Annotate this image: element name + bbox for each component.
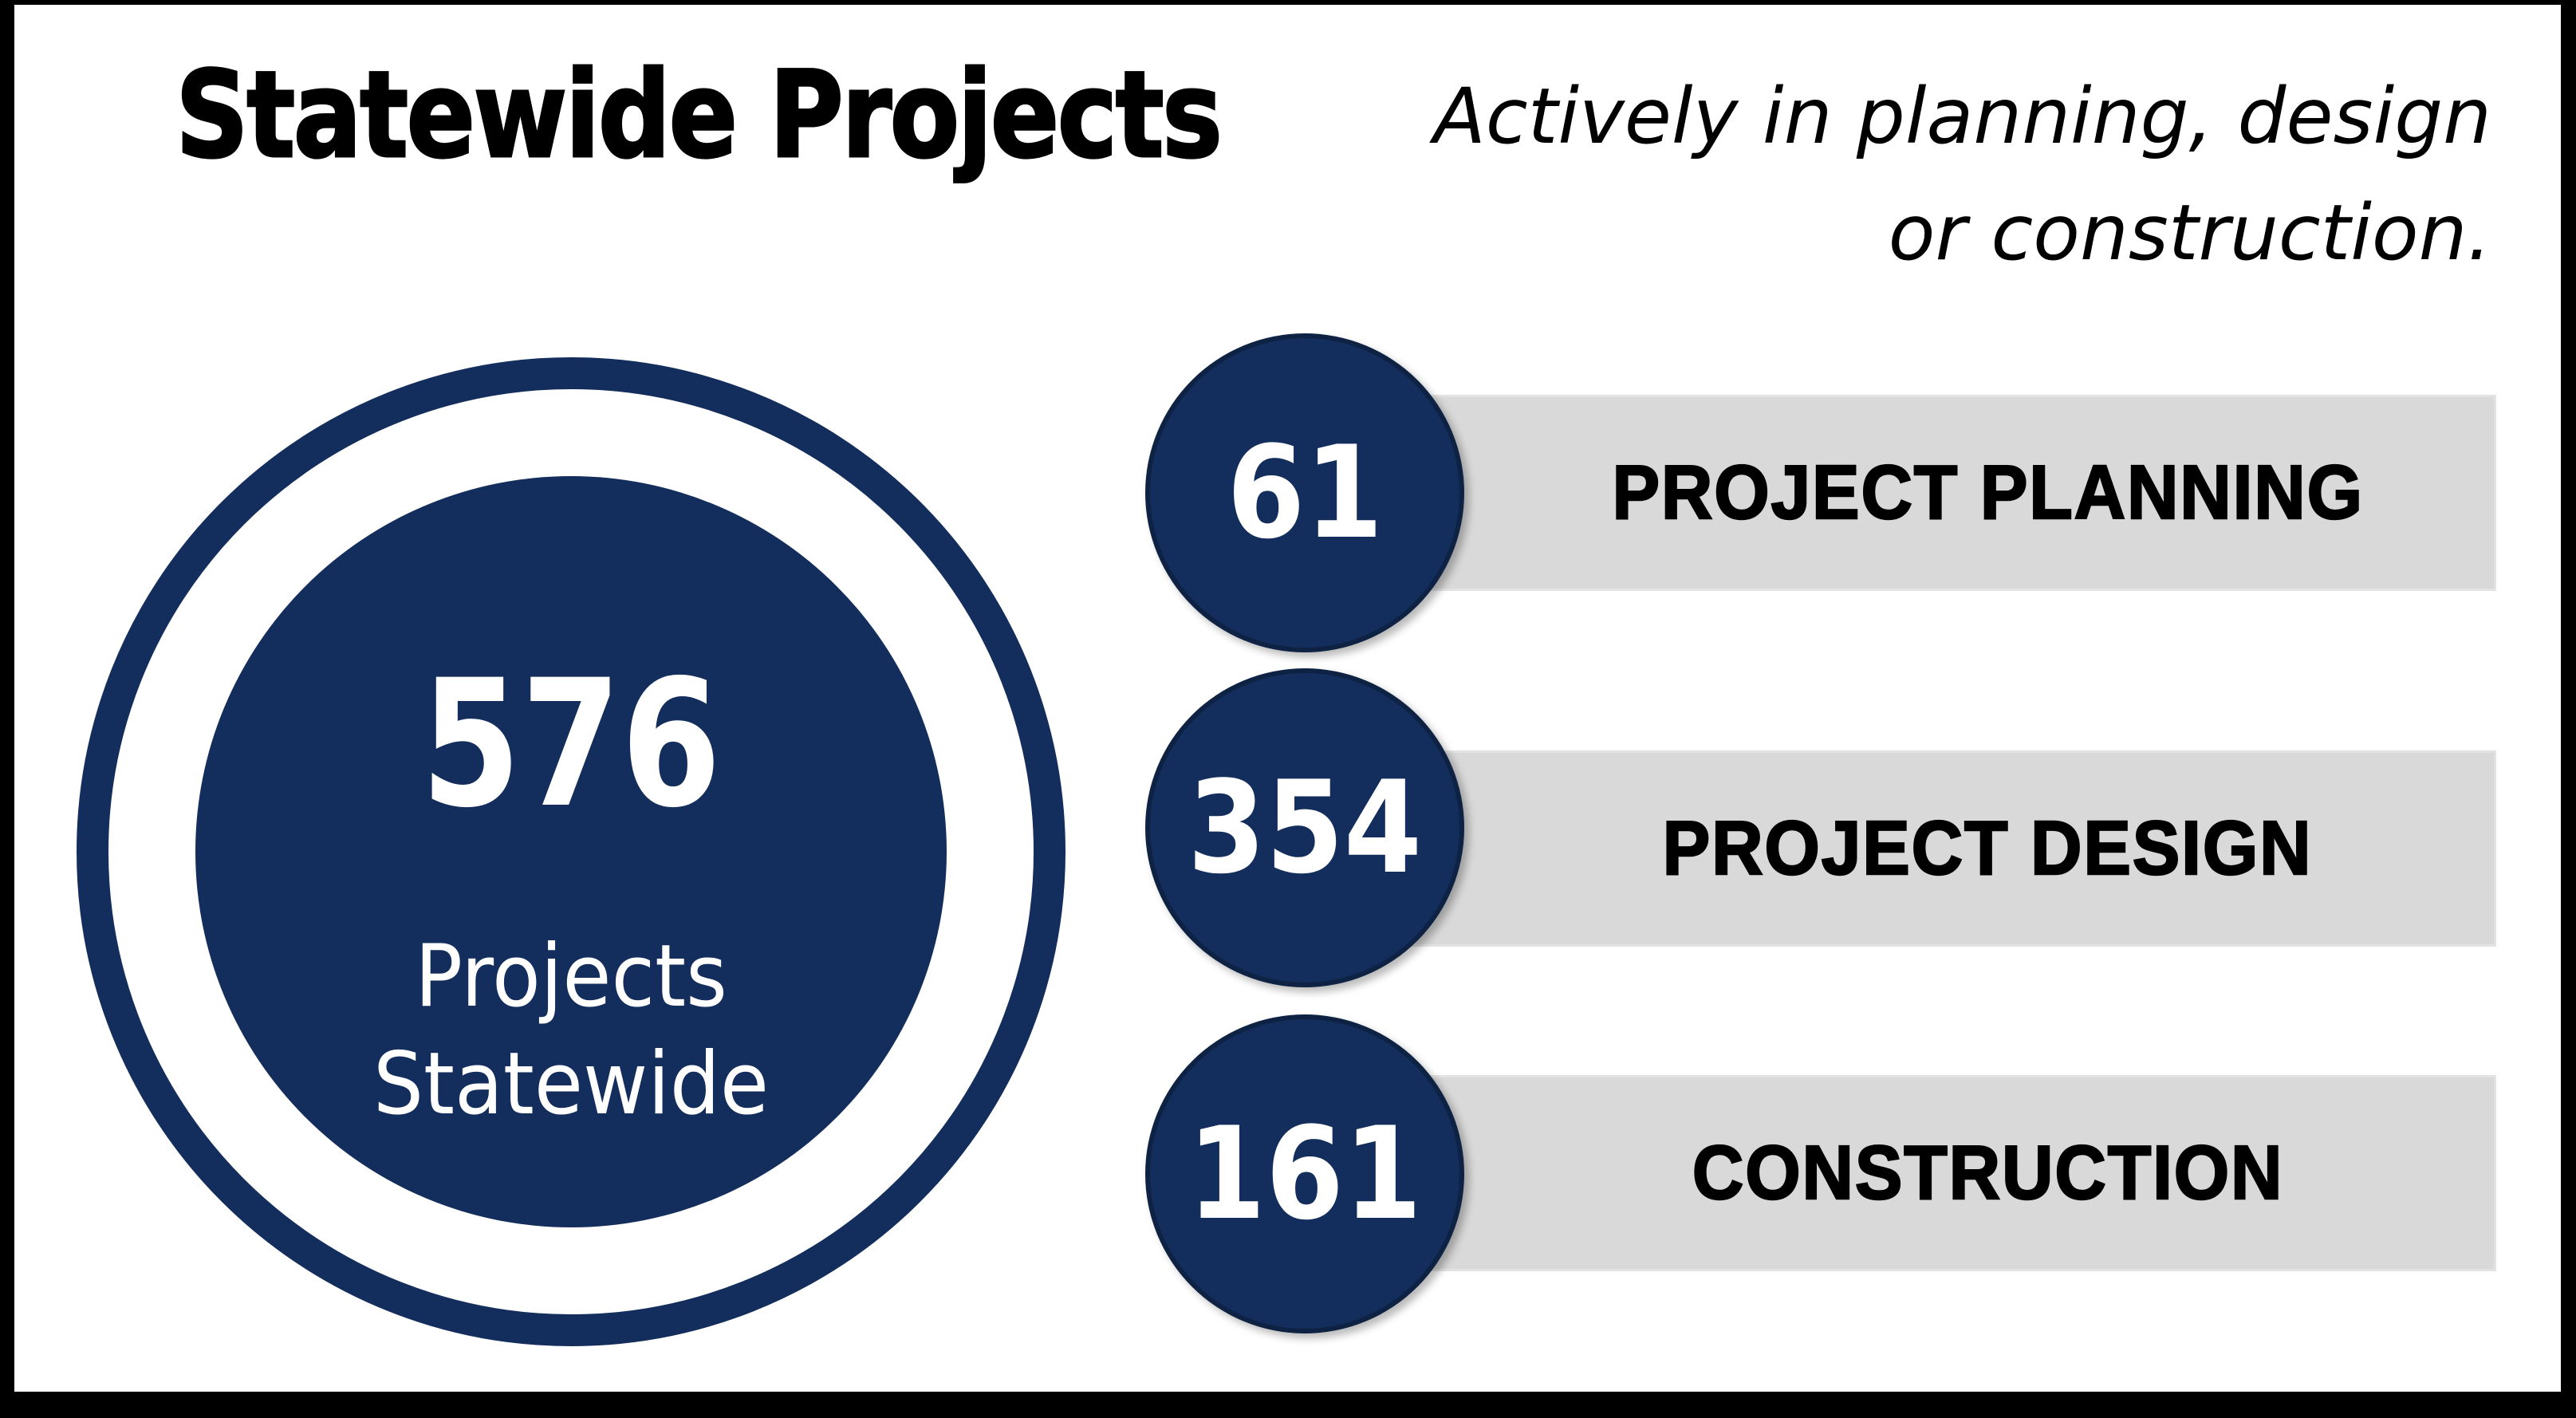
subtitle-line-2: or construction.	[1888, 187, 2491, 278]
total-projects-circle: 576 Projects Statewide	[195, 476, 947, 1227]
stage-circle-construction: 161	[1145, 1014, 1464, 1333]
total-projects-label-line-2: Statewide	[372, 1034, 770, 1134]
infographic-canvas: Statewide Projects Actively in planning,…	[14, 5, 2561, 1392]
stage-label-project-planning: PROJECT PLANNING	[1611, 449, 2364, 537]
stage-value-project-planning: 61	[1227, 418, 1383, 567]
page-title: Statewide Projects	[175, 45, 1224, 187]
total-projects-label-line-1: Projects	[415, 927, 727, 1026]
total-projects-label: Projects Statewide	[226, 923, 917, 1138]
stage-label-construction: CONSTRUCTION	[1692, 1129, 2284, 1217]
stage-bar-project-design: PROJECT DESIGN	[1252, 750, 2496, 947]
stage-circle-project-planning: 61	[1145, 333, 1464, 652]
stage-value-project-design: 354	[1188, 753, 1422, 902]
total-projects-value: 576	[420, 642, 722, 846]
stage-circle-project-design: 354	[1145, 668, 1464, 987]
stage-value-construction: 161	[1188, 1099, 1422, 1248]
subtitle-line-1: Actively in planning, design	[1433, 72, 2491, 161]
stage-label-project-design: PROJECT DESIGN	[1662, 805, 2313, 892]
subtitle: Actively in planning, design or construc…	[1433, 59, 2491, 292]
